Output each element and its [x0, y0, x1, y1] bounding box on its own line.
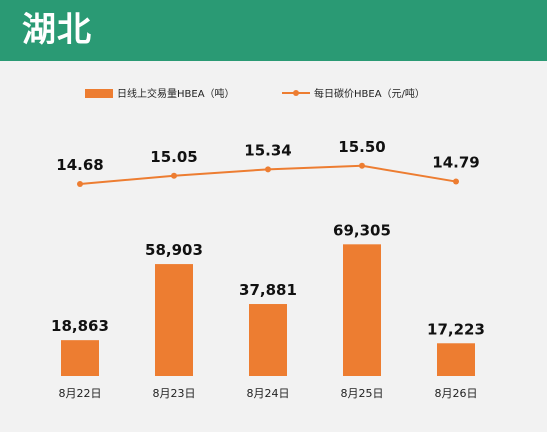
price-point [265, 166, 271, 173]
volume-bar [437, 343, 475, 376]
volume-data-label: 69,305 [333, 221, 391, 239]
price-data-label: 15.50 [338, 138, 385, 156]
price-point [171, 172, 177, 179]
legend-line-label: 每日碳价HBEA（元/吨） [314, 87, 425, 100]
price-point [453, 178, 459, 185]
chart-legend: 日线上交易量HBEA（吨） 每日碳价HBEA（元/吨） [85, 87, 425, 100]
price-line-series: 14.68 15.05 15.34 15.50 14.79 [56, 138, 480, 187]
combo-chart: 日线上交易量HBEA（吨） 每日碳价HBEA（元/吨） 18,863 58,903… [51, 87, 485, 400]
x-tick-label: 8月24日 [247, 387, 290, 400]
volume-data-label: 18,863 [51, 317, 109, 335]
x-tick-label: 8月26日 [435, 387, 478, 400]
page-title: 湖北 [22, 10, 92, 50]
price-point [77, 181, 83, 187]
price-data-label: 14.68 [56, 156, 103, 174]
price-point [359, 162, 365, 169]
x-tick-label: 8月25日 [341, 387, 384, 400]
price-data-label: 15.34 [244, 141, 291, 159]
legend-bar-label: 日线上交易量HBEA（吨） [117, 87, 235, 100]
volume-bar [343, 244, 381, 376]
x-tick-label: 8月23日 [153, 387, 196, 400]
legend-bar-swatch [85, 89, 113, 98]
volume-bar [61, 340, 99, 376]
x-axis-ticks: 8月22日 8月23日 8月24日 8月25日 8月26日 [59, 387, 478, 400]
volume-data-label: 58,903 [145, 241, 203, 259]
volume-data-label: 37,881 [239, 281, 297, 299]
volume-bar [249, 304, 287, 376]
price-data-label: 15.05 [150, 148, 197, 166]
volume-data-label: 17,223 [427, 320, 485, 338]
price-data-label: 14.79 [432, 154, 479, 172]
bar-series: 18,863 58,903 37,881 69,305 17,223 [51, 221, 485, 376]
volume-bar [155, 264, 193, 376]
x-tick-label: 8月22日 [59, 387, 102, 400]
header-bar: 湖北 [0, 0, 547, 61]
legend-line-marker [293, 90, 299, 96]
